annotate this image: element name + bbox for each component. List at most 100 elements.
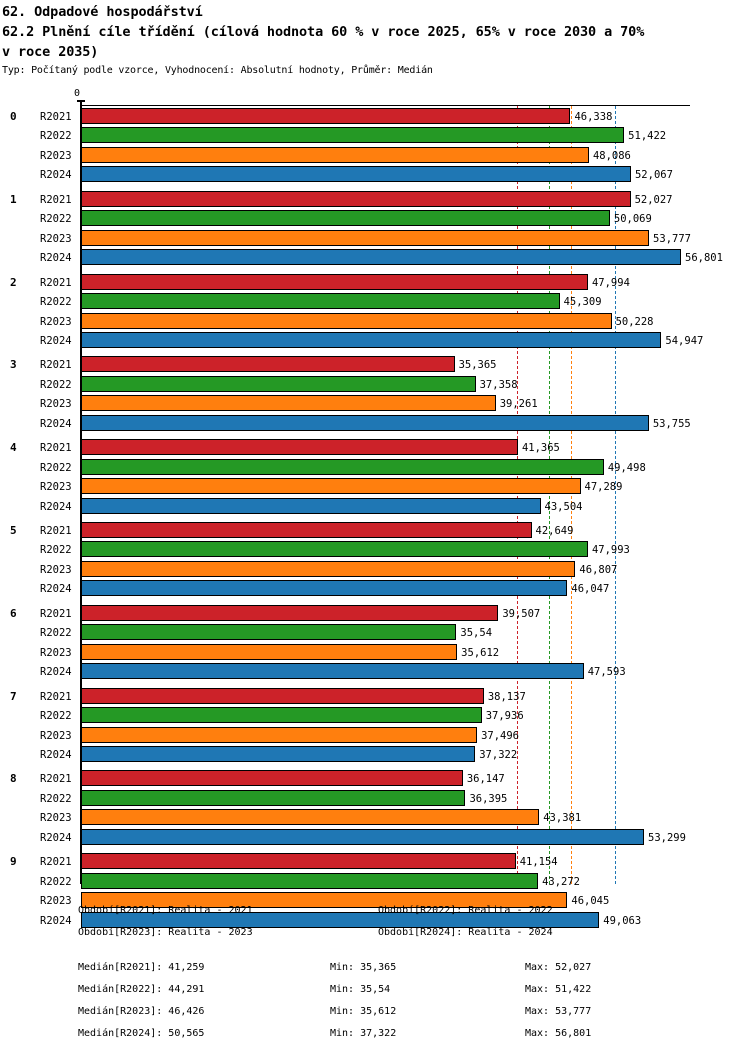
stat-median: Medián[R2022]: 44,291 <box>78 984 205 995</box>
group-index-label: 2 <box>10 275 17 289</box>
group-index-label: 3 <box>10 358 17 372</box>
bar-r2021[interactable] <box>81 770 463 787</box>
bar-r2024[interactable] <box>81 911 600 928</box>
bar-value-label: 51,422 <box>628 130 667 143</box>
bar-r2024[interactable] <box>81 745 476 762</box>
stat-min: Min: 35,54 <box>330 984 391 995</box>
bar-r2024[interactable] <box>81 497 541 514</box>
bar-r2022[interactable] <box>81 707 482 724</box>
bar-r2021[interactable] <box>81 356 455 373</box>
bar-r2022[interactable] <box>81 541 588 558</box>
stat-min: Min: 35,612 <box>330 1006 397 1017</box>
stat-median: Medián[R2021]: 41,259 <box>78 962 205 973</box>
row-label-r2022: R2022 <box>40 792 72 805</box>
title-line-3: v roce 2035) <box>2 44 99 60</box>
bar-r2021[interactable] <box>81 108 571 124</box>
legend-item: Období[R2022]: Realita - 2022 <box>378 905 553 916</box>
bar-value-label: 36,395 <box>469 792 508 805</box>
bar-value-label: 50,228 <box>615 315 654 328</box>
group-index-label: 5 <box>10 524 17 537</box>
row-label-r2021: R2021 <box>40 856 72 869</box>
bar-value-label: 37,936 <box>485 710 524 723</box>
bar-value-label: 39,507 <box>502 607 541 620</box>
bar-value-label: 36,147 <box>466 773 505 786</box>
row-label-r2024: R2024 <box>40 831 72 844</box>
axis-top-line <box>81 105 690 106</box>
stat-min: Min: 37,322 <box>330 1028 397 1039</box>
bar-r2022[interactable] <box>81 293 560 310</box>
group-index-label: 9 <box>10 855 17 869</box>
bar-r2021[interactable] <box>81 522 532 538</box>
bar-r2022[interactable] <box>81 127 625 144</box>
row-label-r2023: R2023 <box>40 812 72 825</box>
bar-r2024[interactable] <box>81 663 584 680</box>
bar-r2021[interactable] <box>81 604 499 621</box>
bar-r2024[interactable] <box>81 166 631 183</box>
bar-r2024[interactable] <box>81 828 644 845</box>
bar-r2021[interactable] <box>81 687 484 704</box>
bar-r2024[interactable] <box>81 331 662 348</box>
bar-r2023[interactable] <box>81 312 612 329</box>
bar-chart-plot: 0 0 R2021 46,338 R2022 51,422 R2023 48,086 R202… <box>0 88 750 928</box>
bar-r2022[interactable] <box>81 210 610 227</box>
bar-value-label: 53,755 <box>652 417 691 430</box>
bar-r2024[interactable] <box>81 249 681 266</box>
row-label-r2024: R2024 <box>40 169 72 182</box>
bar-r2022[interactable] <box>81 789 466 806</box>
bar-value-label: 43,504 <box>544 500 583 513</box>
bar-value-label: 47,593 <box>587 666 626 679</box>
bar-value-label: 38,137 <box>487 690 526 703</box>
bar-r2023[interactable] <box>81 892 568 909</box>
median-gridline-r2023 <box>571 106 573 884</box>
stat-median: Medián[R2024]: 50,565 <box>78 1028 205 1039</box>
bar-value-label: 47,993 <box>591 544 630 557</box>
row-label-r2022: R2022 <box>40 875 72 888</box>
stat-max: Max: 52,027 <box>525 962 592 973</box>
bar-r2023[interactable] <box>81 146 589 163</box>
bar-r2023[interactable] <box>81 395 496 412</box>
page-title: 62. Odpadové hospodářství 62.2 Plnění cí… <box>2 2 748 62</box>
row-label-r2024: R2024 <box>40 252 72 265</box>
row-label-r2021: R2021 <box>40 111 72 123</box>
bar-value-label: 53,299 <box>648 831 686 844</box>
bar-r2022[interactable] <box>81 458 604 475</box>
bar-r2021[interactable] <box>81 190 631 207</box>
bar-r2022[interactable] <box>81 872 539 889</box>
bar-r2022[interactable] <box>81 624 457 641</box>
row-label-r2023: R2023 <box>40 149 72 162</box>
row-label-r2024: R2024 <box>40 666 72 679</box>
bar-r2022[interactable] <box>81 375 476 392</box>
bar-r2021[interactable] <box>81 439 518 456</box>
stat-min: Min: 35,365 <box>330 962 397 973</box>
row-label-r2022: R2022 <box>40 130 72 143</box>
bar-value-label: 35,54 <box>460 627 493 640</box>
group-index-label: 7 <box>10 689 17 703</box>
bar-r2023[interactable] <box>81 229 650 246</box>
bar-r2023[interactable] <box>81 809 540 826</box>
bar-r2021[interactable] <box>81 853 516 870</box>
median-gridline-r2022 <box>548 106 550 884</box>
bar-r2024[interactable] <box>81 580 568 597</box>
bar-r2021[interactable] <box>81 273 588 290</box>
bar-value-label: 47,289 <box>584 481 623 494</box>
bar-r2023[interactable] <box>81 478 581 495</box>
bar-r2023[interactable] <box>81 726 478 743</box>
bar-r2024[interactable] <box>81 414 649 431</box>
bar-value-label: 46,807 <box>579 563 618 576</box>
row-label-r2023: R2023 <box>40 315 72 328</box>
row-label-r2021: R2021 <box>40 525 72 537</box>
bar-value-label: 39,261 <box>499 398 538 411</box>
stat-max: Max: 53,777 <box>525 1006 592 1017</box>
axis-zero-tick-label: 0 <box>74 88 81 99</box>
bar-value-label: 41,365 <box>521 442 560 455</box>
bar-value-label: 56,801 <box>685 252 723 265</box>
row-label-r2024: R2024 <box>40 500 72 513</box>
row-label-r2021: R2021 <box>40 193 72 206</box>
row-label-r2024: R2024 <box>40 914 72 927</box>
row-label-r2021: R2021 <box>40 359 72 372</box>
bar-value-label: 43,272 <box>542 875 581 888</box>
group-index-label: 4 <box>10 441 17 455</box>
bar-r2023[interactable] <box>81 643 458 660</box>
bar-r2023[interactable] <box>81 560 576 577</box>
row-label-r2023: R2023 <box>40 729 72 742</box>
